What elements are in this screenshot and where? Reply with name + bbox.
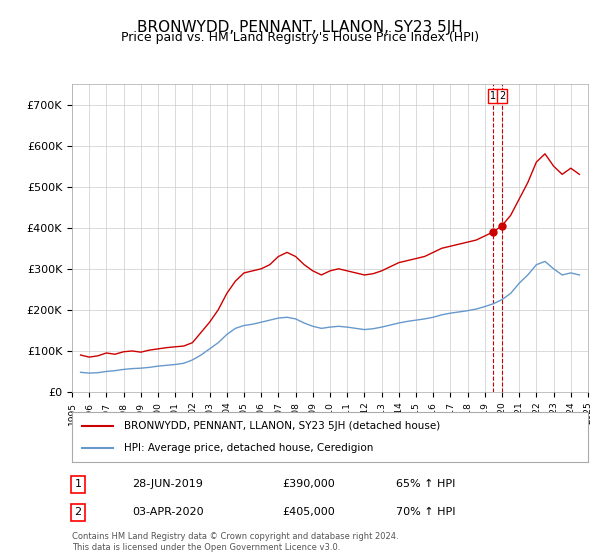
Text: 28-JUN-2019: 28-JUN-2019: [132, 479, 203, 489]
Text: Contains HM Land Registry data © Crown copyright and database right 2024.
This d: Contains HM Land Registry data © Crown c…: [72, 532, 398, 552]
Text: 1: 1: [74, 479, 82, 489]
Text: 2: 2: [74, 507, 82, 517]
Text: £390,000: £390,000: [282, 479, 335, 489]
Text: Price paid vs. HM Land Registry's House Price Index (HPI): Price paid vs. HM Land Registry's House …: [121, 31, 479, 44]
Text: BRONWYDD, PENNANT, LLANON, SY23 5JH (detached house): BRONWYDD, PENNANT, LLANON, SY23 5JH (det…: [124, 421, 440, 431]
Text: £405,000: £405,000: [282, 507, 335, 517]
Text: 1: 1: [490, 91, 496, 101]
Text: BRONWYDD, PENNANT, LLANON, SY23 5JH: BRONWYDD, PENNANT, LLANON, SY23 5JH: [137, 20, 463, 35]
Text: 70% ↑ HPI: 70% ↑ HPI: [396, 507, 455, 517]
Text: 2: 2: [499, 91, 505, 101]
Text: HPI: Average price, detached house, Ceredigion: HPI: Average price, detached house, Cere…: [124, 443, 373, 453]
Text: 65% ↑ HPI: 65% ↑ HPI: [396, 479, 455, 489]
Text: 03-APR-2020: 03-APR-2020: [132, 507, 203, 517]
